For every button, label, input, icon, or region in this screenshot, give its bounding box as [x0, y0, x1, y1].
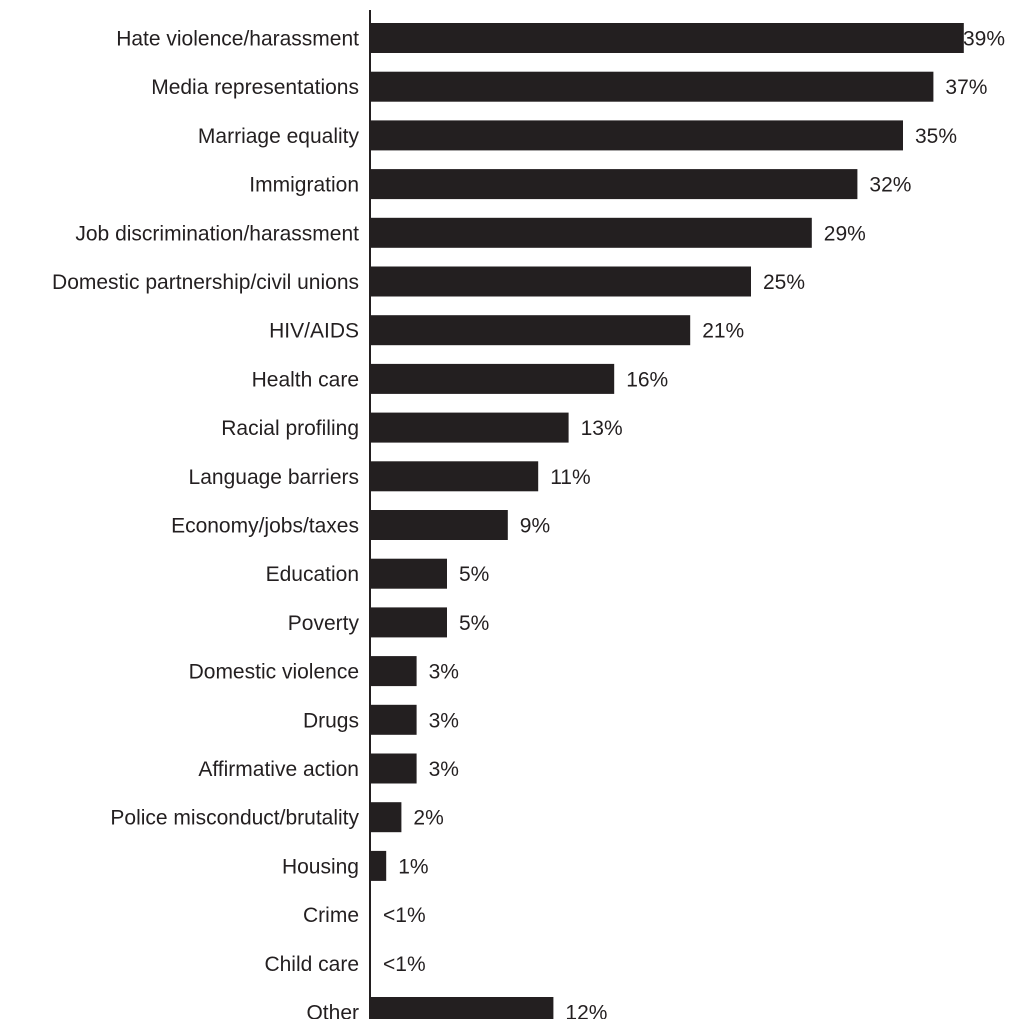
bar-immigration — [371, 169, 858, 200]
bar-hate-violence-harassment — [371, 23, 964, 53]
category-label-housing: Housing — [282, 855, 359, 878]
value-label-racial-profiling: 13% — [581, 417, 623, 440]
value-label-affirmative-action: 3% — [429, 758, 459, 781]
bar-racial-profiling — [371, 412, 569, 443]
bars-group — [371, 23, 964, 1019]
category-label-drugs: Drugs — [303, 709, 359, 732]
value-label-economy-jobs-taxes: 9% — [520, 515, 550, 538]
bar-job-discrimination-harassment — [371, 217, 812, 248]
category-label-hate-violence-harassment: Hate violence/harassment — [116, 28, 359, 51]
value-label-domestic-partnership-civil-unions: 25% — [763, 271, 805, 294]
category-label-economy-jobs-taxes: Economy/jobs/taxes — [171, 515, 359, 538]
value-label-police-misconduct-brutality: 2% — [413, 807, 443, 830]
category-label-child-care: Child care — [264, 953, 359, 976]
bar-affirmative-action — [371, 753, 417, 784]
value-label-media-representations: 37% — [945, 76, 987, 99]
value-label-hiv-aids: 21% — [702, 320, 744, 343]
category-label-marriage-equality: Marriage equality — [198, 125, 360, 148]
value-label-language-barriers: 11% — [550, 466, 590, 489]
category-label-media-representations: Media representations — [151, 76, 359, 99]
category-label-language-barriers: Language barriers — [189, 466, 359, 489]
bar-marriage-equality — [371, 120, 903, 151]
category-label-other: Other — [306, 1002, 359, 1019]
category-label-hiv-aids: HIV/AIDS — [269, 320, 359, 343]
value-label-domestic-violence: 3% — [429, 661, 459, 684]
bar-other — [371, 997, 554, 1019]
value-label-education: 5% — [459, 563, 489, 586]
category-label-affirmative-action: Affirmative action — [198, 758, 359, 781]
category-label-racial-profiling: Racial profiling — [221, 417, 359, 440]
bar-education — [371, 558, 447, 589]
bar-health-care — [371, 363, 615, 394]
category-label-immigration: Immigration — [249, 174, 359, 197]
bar-media-representations — [371, 71, 934, 102]
bar-economy-jobs-taxes — [371, 510, 508, 540]
value-label-health-care: 16% — [626, 368, 668, 391]
category-label-police-misconduct-brutality: Police misconduct/brutality — [110, 807, 359, 830]
category-label-poverty: Poverty — [288, 612, 360, 635]
bar-poverty — [371, 607, 447, 638]
category-label-job-discrimination-harassment: Job discrimination/harassment — [75, 222, 359, 245]
bar-domestic-violence — [371, 656, 417, 687]
category-label-health-care: Health care — [252, 368, 359, 391]
bar-police-misconduct-brutality — [371, 802, 402, 833]
value-label-child-care: <1% — [383, 953, 426, 976]
bar-domestic-partnership-civil-unions — [371, 266, 751, 297]
value-label-housing: 1% — [398, 855, 428, 878]
category-label-crime: Crime — [303, 904, 359, 927]
category-label-domestic-partnership-civil-unions: Domestic partnership/civil unions — [52, 271, 359, 294]
value-labels-group: 39% 37% 35% 32% 29% 25% 21% 16% 13% 11% 9% 5% 5% 3% 3%… — [383, 28, 1005, 1019]
category-label-education: Education — [266, 563, 359, 586]
value-label-poverty: 5% — [459, 612, 489, 635]
bar-drugs — [371, 704, 417, 735]
value-label-hate-violence-harassment: 39% — [963, 28, 1005, 51]
category-label-domestic-violence: Domestic violence — [189, 661, 359, 684]
value-label-job-discrimination-harassment: 29% — [824, 222, 866, 245]
value-label-drugs: 3% — [429, 709, 459, 732]
value-label-marriage-equality: 35% — [915, 125, 957, 148]
value-label-other: 12% — [565, 1002, 607, 1019]
value-label-crime: <1% — [383, 904, 426, 927]
bar-language-barriers — [371, 461, 539, 492]
category-labels-group: Hate violence/harassment Media representa… — [52, 28, 359, 1019]
bar-hiv-aids — [371, 315, 691, 346]
bar-housing — [371, 850, 387, 881]
value-label-immigration: 32% — [869, 174, 911, 197]
